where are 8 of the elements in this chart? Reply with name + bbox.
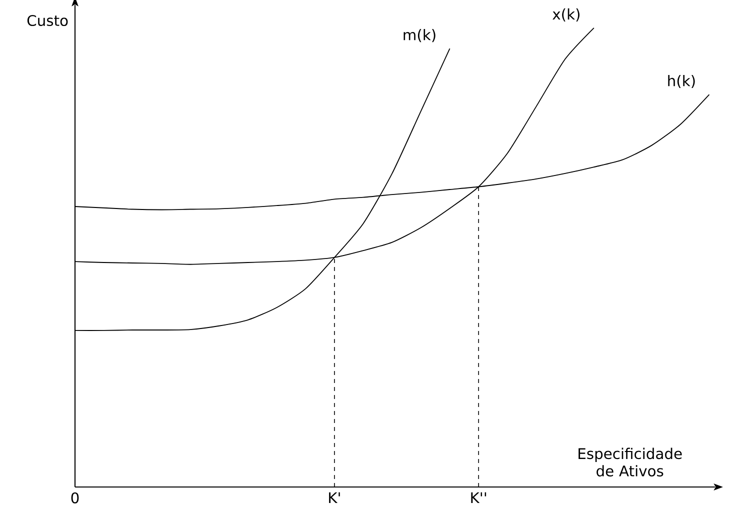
series-label: h(k) [668, 74, 695, 88]
x-tick-label: K'' [471, 492, 486, 504]
x-tick-label: 0 [71, 492, 79, 504]
y-axis-title: Custo [27, 14, 68, 26]
x-tick-label: K' [329, 492, 340, 504]
x-axis-title: Especificidade de Ativos [578, 448, 682, 476]
series-label: m(k) [404, 29, 436, 42]
series-label: x(k) [552, 8, 580, 22]
